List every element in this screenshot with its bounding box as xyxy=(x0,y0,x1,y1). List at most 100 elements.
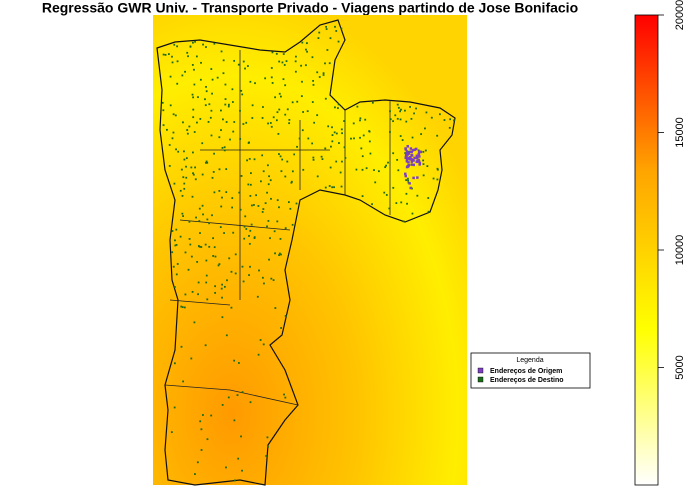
destination-point xyxy=(205,259,208,262)
destination-point xyxy=(204,243,207,246)
destination-point xyxy=(328,185,331,187)
destination-point xyxy=(330,145,332,148)
destination-point xyxy=(173,406,176,409)
destination-point xyxy=(162,124,165,127)
destination-point xyxy=(268,258,270,261)
destination-point xyxy=(296,145,298,148)
destination-point xyxy=(213,42,216,45)
destination-point xyxy=(266,436,269,439)
destination-point xyxy=(168,144,171,146)
destination-point xyxy=(192,116,195,119)
destination-point xyxy=(208,245,211,248)
destination-point xyxy=(392,152,395,155)
destination-point xyxy=(400,201,403,204)
destination-point xyxy=(205,85,207,88)
destination-point xyxy=(269,122,272,124)
destination-point xyxy=(258,269,260,272)
destination-point xyxy=(282,78,285,81)
destination-point xyxy=(307,137,310,140)
destination-point xyxy=(411,136,414,139)
origin-point xyxy=(406,145,410,148)
origin-point xyxy=(408,156,411,160)
destination-point xyxy=(284,314,287,317)
destination-point xyxy=(221,196,223,199)
origin-point xyxy=(410,154,414,157)
destination-point xyxy=(197,281,200,284)
destination-point xyxy=(187,268,190,271)
destination-point xyxy=(242,280,245,283)
destination-point xyxy=(267,445,269,448)
destination-point xyxy=(233,419,236,422)
destination-point xyxy=(385,164,387,167)
destination-point xyxy=(259,339,262,341)
destination-point xyxy=(251,104,254,107)
destination-point xyxy=(405,179,407,181)
destination-point xyxy=(295,55,297,58)
destination-point xyxy=(204,98,206,101)
destination-point xyxy=(249,80,252,83)
destination-point xyxy=(389,118,392,121)
destination-point xyxy=(228,257,231,260)
destination-point xyxy=(284,227,287,230)
destination-point xyxy=(239,138,242,140)
destination-point xyxy=(338,142,340,144)
destination-point xyxy=(278,206,280,209)
destination-point xyxy=(266,164,269,167)
destination-point xyxy=(218,168,221,171)
destination-point xyxy=(305,64,307,67)
destination-point xyxy=(162,109,165,112)
destination-point xyxy=(238,191,241,194)
destination-point xyxy=(233,59,236,62)
origin-point xyxy=(418,155,421,158)
destination-point xyxy=(289,207,292,210)
destination-point xyxy=(430,116,433,119)
destination-point xyxy=(383,191,386,194)
destination-point xyxy=(233,479,236,482)
destination-point xyxy=(229,138,231,141)
destination-point xyxy=(284,175,287,178)
destination-point xyxy=(312,83,315,86)
destination-point xyxy=(407,179,409,182)
destination-point xyxy=(176,82,179,85)
legend-swatch xyxy=(477,376,484,383)
destination-point xyxy=(374,181,377,184)
destination-point xyxy=(194,40,196,43)
destination-point xyxy=(405,192,408,195)
destination-point xyxy=(453,119,455,122)
destination-point xyxy=(226,279,228,282)
destination-point xyxy=(175,228,178,231)
destination-point xyxy=(262,343,265,346)
destination-point xyxy=(201,173,204,176)
destination-point xyxy=(389,131,391,133)
destination-point xyxy=(222,59,225,62)
origin-point xyxy=(414,147,418,151)
destination-point xyxy=(324,186,327,189)
destination-point xyxy=(181,74,184,77)
destination-point xyxy=(176,263,179,265)
origin-point xyxy=(417,160,421,163)
destination-point xyxy=(189,243,192,246)
destination-point xyxy=(266,191,268,194)
destination-point xyxy=(214,291,217,294)
destination-point xyxy=(244,215,247,218)
destination-point xyxy=(340,185,343,188)
origin-point xyxy=(406,153,409,156)
destination-point xyxy=(201,142,204,145)
destination-point xyxy=(234,253,237,256)
destination-point xyxy=(302,111,305,113)
destination-point xyxy=(191,290,194,293)
destination-point xyxy=(331,140,334,143)
destination-point xyxy=(208,222,210,225)
destination-point xyxy=(189,45,192,48)
destination-point xyxy=(200,61,202,64)
destination-point xyxy=(392,186,395,189)
destination-point xyxy=(397,169,400,172)
destination-point xyxy=(186,129,189,131)
destination-point xyxy=(260,180,262,183)
colorbar-tick-label: 5000 xyxy=(674,355,686,379)
destination-point xyxy=(269,237,271,240)
destination-point xyxy=(249,265,251,268)
destination-point xyxy=(250,223,253,226)
district-borders xyxy=(164,50,391,406)
destination-point xyxy=(274,252,276,255)
